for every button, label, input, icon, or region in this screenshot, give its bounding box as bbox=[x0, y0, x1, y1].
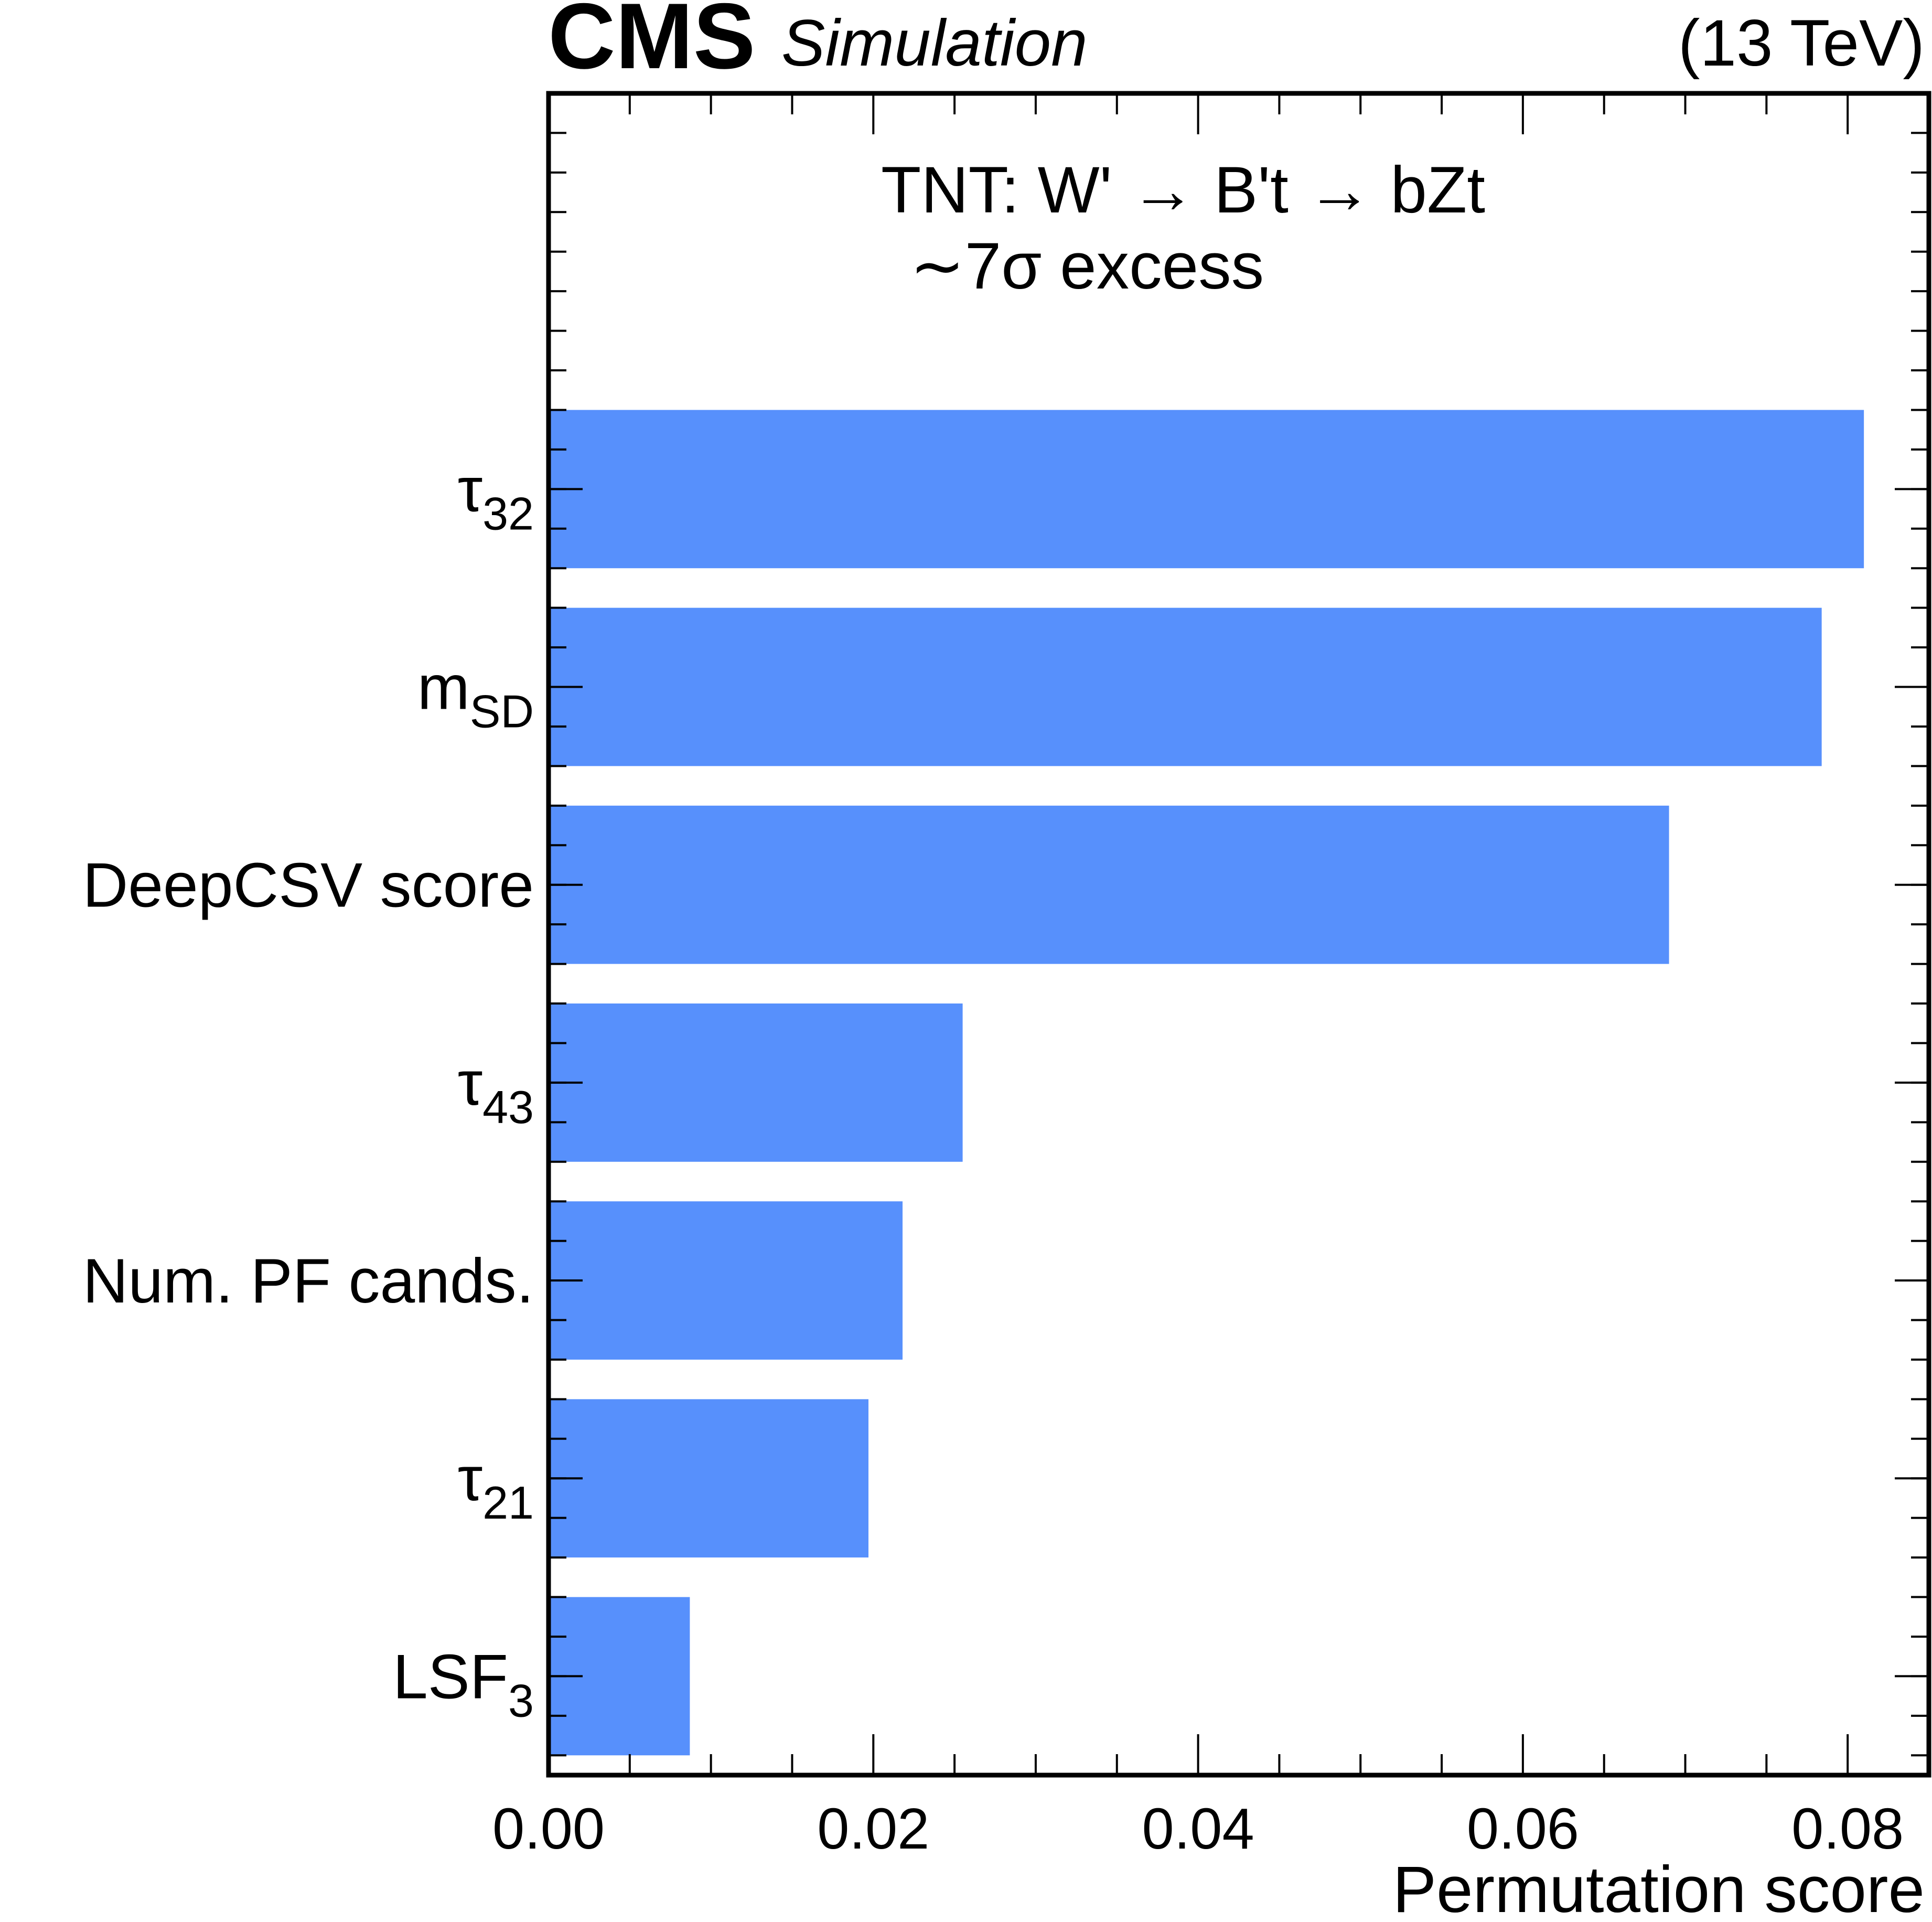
y-tick-label-5: τ21 bbox=[458, 1444, 534, 1529]
y-tick-label-sub: 43 bbox=[482, 1081, 534, 1133]
x-tick-label-3: 0.06 bbox=[1467, 1797, 1579, 1861]
bar-2 bbox=[551, 805, 1669, 964]
annotation-line2: ∼7σ excess bbox=[910, 230, 1264, 303]
y-tick-label-sub: 3 bbox=[508, 1674, 534, 1726]
plot-frame bbox=[546, 91, 1931, 1778]
x-tick-label-1: 0.02 bbox=[817, 1797, 929, 1861]
y-tick-label-base: Num. PF cands. bbox=[83, 1246, 534, 1316]
y-tick-label-sub: SD bbox=[470, 686, 534, 738]
bar-1 bbox=[551, 607, 1822, 766]
annotation-line1: TNT: W' → B't → bZt bbox=[881, 154, 1485, 227]
bar-3 bbox=[551, 1003, 963, 1162]
y-tick-label-0: τ32 bbox=[458, 454, 534, 539]
y-tick-label-base: τ bbox=[458, 454, 482, 525]
energy-label: (13 TeV) bbox=[1678, 7, 1925, 80]
y-tick-label-base: m bbox=[417, 653, 470, 723]
y-tick-label-sub: 21 bbox=[482, 1477, 534, 1529]
y-tick-label-base: τ bbox=[458, 1444, 482, 1514]
bar-0 bbox=[551, 410, 1864, 569]
y-tick-label-base: DeepCSV score bbox=[83, 850, 534, 921]
bars bbox=[551, 410, 1864, 1756]
y-tick-label-2: DeepCSV score bbox=[83, 850, 534, 921]
y-tick-label-base: τ bbox=[458, 1048, 482, 1118]
x-tick-label-4: 0.08 bbox=[1791, 1797, 1904, 1861]
cms-label: CMS bbox=[548, 0, 756, 88]
y-tick-label-1: mSD bbox=[417, 653, 534, 738]
y-tick-label-sub: 32 bbox=[482, 487, 534, 539]
bar-4 bbox=[551, 1201, 903, 1360]
y-tick-label-3: τ43 bbox=[458, 1048, 534, 1133]
x-tick-label-0: 0.00 bbox=[492, 1797, 605, 1861]
axis-ticks bbox=[548, 93, 1930, 1775]
y-tick-label-4: Num. PF cands. bbox=[83, 1246, 534, 1316]
y-tick-label-base: LSF bbox=[393, 1641, 508, 1712]
y-tick-label-6: LSF3 bbox=[393, 1641, 534, 1726]
bar-5 bbox=[551, 1399, 869, 1558]
simulation-label: Simulation bbox=[781, 7, 1088, 80]
x-tick-label-2: 0.04 bbox=[1142, 1797, 1254, 1861]
x-axis-title: Permutation score bbox=[1393, 1853, 1925, 1919]
